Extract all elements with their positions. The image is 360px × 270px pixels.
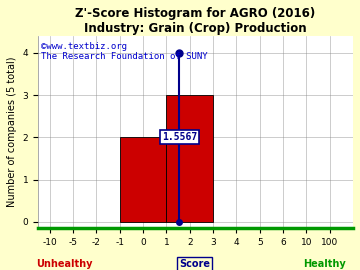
Text: 1.5567: 1.5567 — [162, 132, 197, 142]
Bar — [120, 137, 166, 222]
Title: Z'-Score Histogram for AGRO (2016)
Industry: Grain (Crop) Production: Z'-Score Histogram for AGRO (2016) Indus… — [75, 7, 316, 35]
Text: Score: Score — [179, 259, 210, 269]
Text: Healthy: Healthy — [303, 259, 345, 269]
Bar — [166, 95, 213, 222]
Text: ©www.textbiz.org
The Research Foundation of SUNY: ©www.textbiz.org The Research Foundation… — [41, 42, 208, 61]
Text: Unhealthy: Unhealthy — [37, 259, 93, 269]
Y-axis label: Number of companies (5 total): Number of companies (5 total) — [7, 57, 17, 207]
